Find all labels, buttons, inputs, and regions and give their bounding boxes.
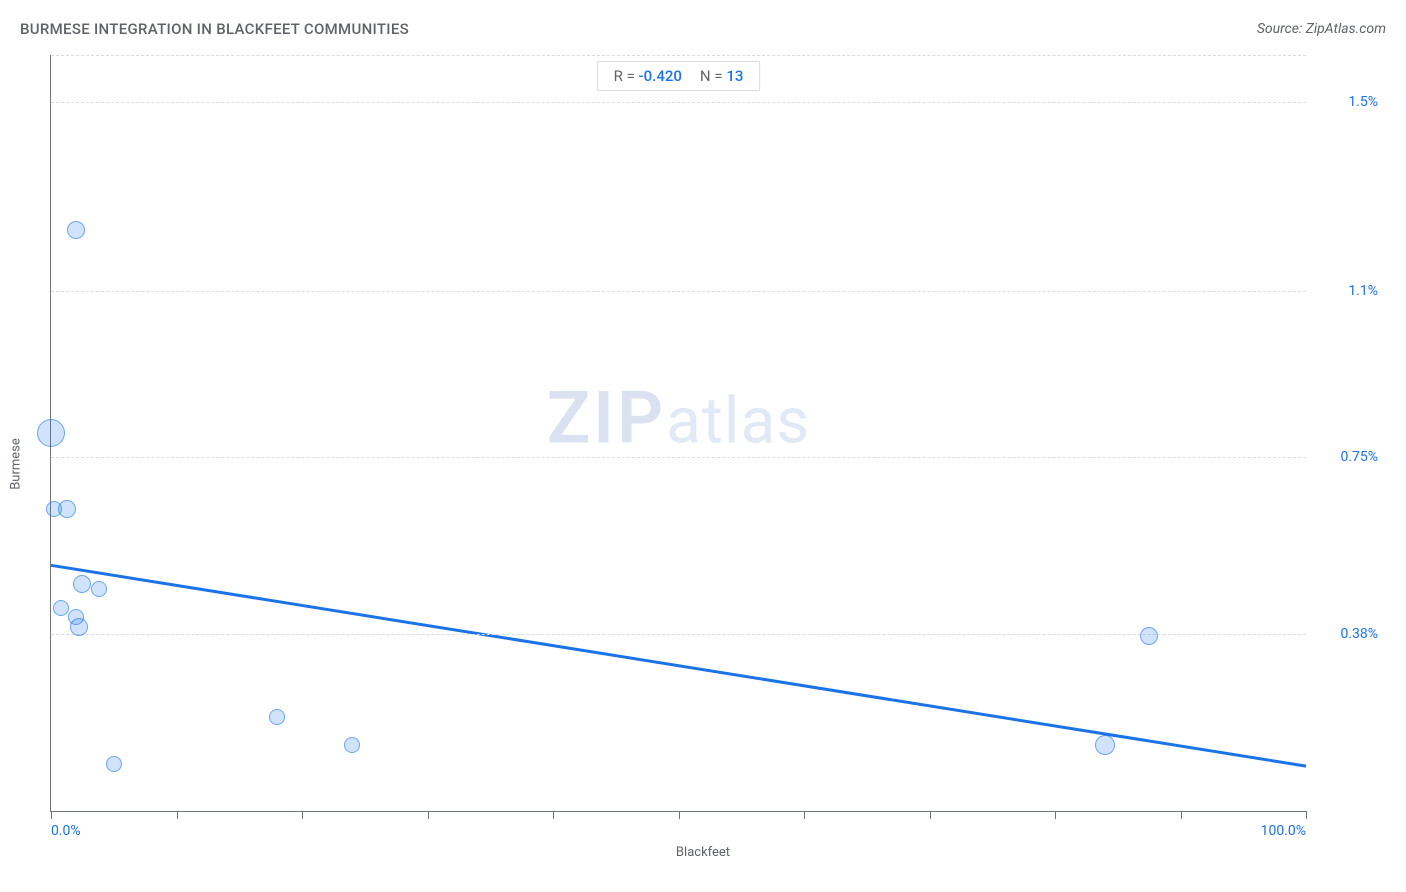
x-axis-label: Blackfeet [676,845,730,860]
scatter-point [91,581,107,597]
scatter-point [53,600,69,616]
scatter-point [106,756,122,772]
stats-r-value: -0.420 [639,67,682,85]
y-tick-label: 1.5% [1348,94,1378,110]
x-tick [1055,811,1056,819]
gridline [51,457,1306,458]
plot-area: ZIPatlas R = -0.420 N = 13 0.0%100.0% [50,55,1306,812]
x-tick [1181,811,1182,819]
chart-title: BURMESE INTEGRATION IN BLACKFEET COMMUNI… [20,20,409,38]
x-tick [428,811,429,819]
scatter-point [1140,627,1158,645]
scatter-point [344,737,360,753]
gridline [51,291,1306,292]
gridline [51,102,1306,103]
y-tick-label: 1.1% [1348,283,1378,299]
stats-r-label: R = [614,67,635,85]
y-axis-label: Burmese [9,438,24,490]
trend-line [51,565,1306,766]
scatter-point [58,500,76,518]
gridline [51,55,1306,56]
x-tick [930,811,931,819]
scatter-point [1095,735,1115,755]
x-tick-label: 100.0% [1261,823,1306,839]
stats-n-value: 13 [726,67,743,85]
chart-source: Source: ZipAtlas.com [1257,21,1386,37]
scatter-point [67,221,85,239]
y-tick-label: 0.38% [1340,626,1378,642]
stats-n-label: N = [700,67,723,85]
y-tick-label: 0.75% [1340,449,1378,465]
stats-box: R = -0.420 N = 13 [597,61,761,91]
x-tick-label: 0.0% [51,823,81,839]
x-tick [1306,811,1307,819]
chart-header: BURMESE INTEGRATION IN BLACKFEET COMMUNI… [20,20,1386,38]
trend-line-svg [51,55,1306,811]
stats-n: N = 13 [700,67,743,85]
x-tick [679,811,680,819]
x-tick [51,811,52,819]
x-tick [177,811,178,819]
scatter-point [73,575,91,593]
scatter-point [269,709,285,725]
x-tick [553,811,554,819]
scatter-point [70,618,88,636]
chart-container: Burmese ZIPatlas R = -0.420 N = 13 0.0%1… [20,55,1386,872]
stats-r: R = -0.420 [614,67,682,85]
x-tick [804,811,805,819]
x-tick [302,811,303,819]
scatter-point [37,419,65,447]
gridline [51,634,1306,635]
